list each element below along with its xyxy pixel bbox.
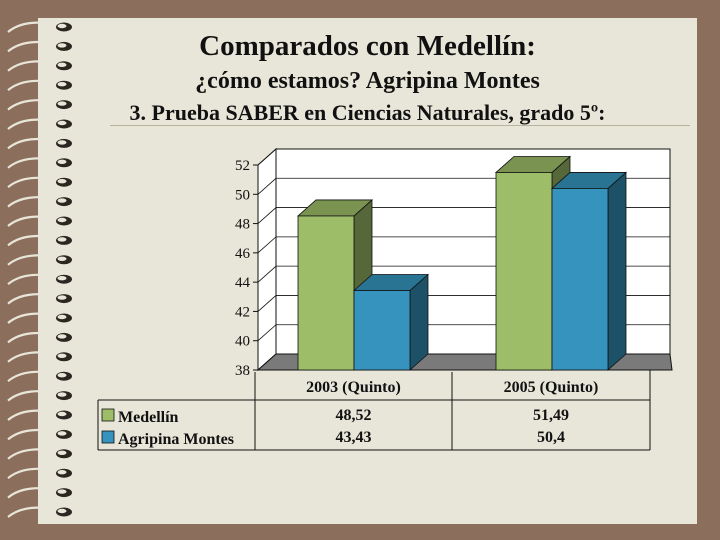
y-tick-label: 38 (235, 363, 250, 379)
category-label: 2003 (Quinto) (306, 379, 401, 396)
heading-rule (110, 125, 690, 126)
ring-loop (57, 373, 67, 378)
ring-loop (57, 276, 67, 281)
ring-wire (7, 428, 59, 441)
data-value: 48,52 (336, 407, 372, 424)
ring-wire (7, 312, 59, 324)
y-tick-label: 46 (235, 246, 251, 262)
ring-loop (57, 450, 67, 455)
bar-front (353, 290, 411, 371)
bar-side (409, 273, 429, 371)
legend-entry: Medellín (118, 409, 179, 426)
y-tick-label: 42 (235, 304, 250, 320)
bar-0-1 (352, 273, 430, 371)
ring-loop (57, 198, 67, 203)
ring-loop (57, 237, 67, 242)
bar-1-1 (550, 171, 628, 371)
ring-wire (7, 293, 59, 305)
slide-title: Comparados con Medellín: (199, 30, 536, 62)
bar-front (551, 188, 609, 371)
ring-loop (57, 179, 67, 184)
legend-swatch (101, 430, 115, 444)
ring-wire (7, 21, 59, 33)
ring-loop (57, 508, 67, 514)
y-tick-label: 48 (235, 217, 250, 233)
ring-loop (57, 314, 67, 320)
ring-loop (57, 140, 67, 145)
ring-loop (57, 43, 67, 48)
ring-wire (7, 506, 59, 518)
ring-loop (57, 489, 67, 494)
ring-loop (57, 23, 67, 29)
ring-loop (57, 82, 67, 87)
ring-wire (7, 79, 59, 92)
ring-wire (7, 40, 59, 53)
legend-swatch (101, 408, 115, 422)
ring-loop (57, 159, 67, 164)
y-tick-label: 44 (235, 275, 251, 291)
ring-wire (7, 234, 59, 247)
data-value: 43,43 (336, 429, 372, 446)
y-tick-label: 50 (235, 187, 250, 203)
y-tick-label: 40 (235, 334, 250, 350)
ring-wire (7, 390, 59, 402)
bar-front (297, 215, 355, 371)
ring-wire (7, 273, 59, 286)
ring-loop (57, 101, 67, 106)
ring-loop (57, 217, 67, 223)
legend-entry: Agripina Montes (118, 431, 234, 448)
ring-loop (57, 470, 67, 475)
gridline (257, 148, 670, 166)
ring-loop (57, 256, 67, 261)
ring-wire (7, 254, 59, 266)
ring-wire (7, 118, 59, 130)
ring-wire (7, 137, 59, 150)
ring-loop (57, 62, 67, 67)
ring-loop (57, 411, 67, 417)
ring-wire (7, 467, 59, 480)
ring-loop (57, 392, 67, 397)
ring-wire (7, 487, 59, 499)
slide-subtitle: ¿cómo estamos? Agripina Montes (195, 68, 540, 94)
ring-wire (7, 409, 59, 421)
y-tick-label: 52 (235, 158, 250, 174)
ring-wire (7, 196, 59, 208)
ring-wire (7, 351, 59, 363)
ring-loop (57, 334, 67, 339)
ring-wire (7, 157, 59, 169)
ring-loop (57, 353, 67, 358)
side-wall (257, 147, 277, 372)
category-label: 2005 (Quinto) (504, 379, 599, 396)
data-value: 51,49 (533, 407, 569, 424)
slide-heading: 3. Prueba SABER en Ciencias Naturales, g… (129, 100, 606, 125)
ring-wire (7, 176, 59, 189)
ring-wire (7, 448, 59, 460)
ring-wire (7, 99, 59, 111)
ring-wire (7, 331, 59, 344)
ring-wire (7, 215, 59, 227)
bar-side (607, 171, 627, 371)
ring-loop (57, 431, 67, 436)
ring-loop (57, 120, 67, 126)
ring-wire (7, 370, 59, 383)
ring-loop (57, 295, 67, 300)
bar-front (495, 172, 553, 371)
data-value: 50,4 (537, 429, 565, 446)
notebook-rings (7, 21, 72, 518)
ring-wire (7, 60, 59, 72)
